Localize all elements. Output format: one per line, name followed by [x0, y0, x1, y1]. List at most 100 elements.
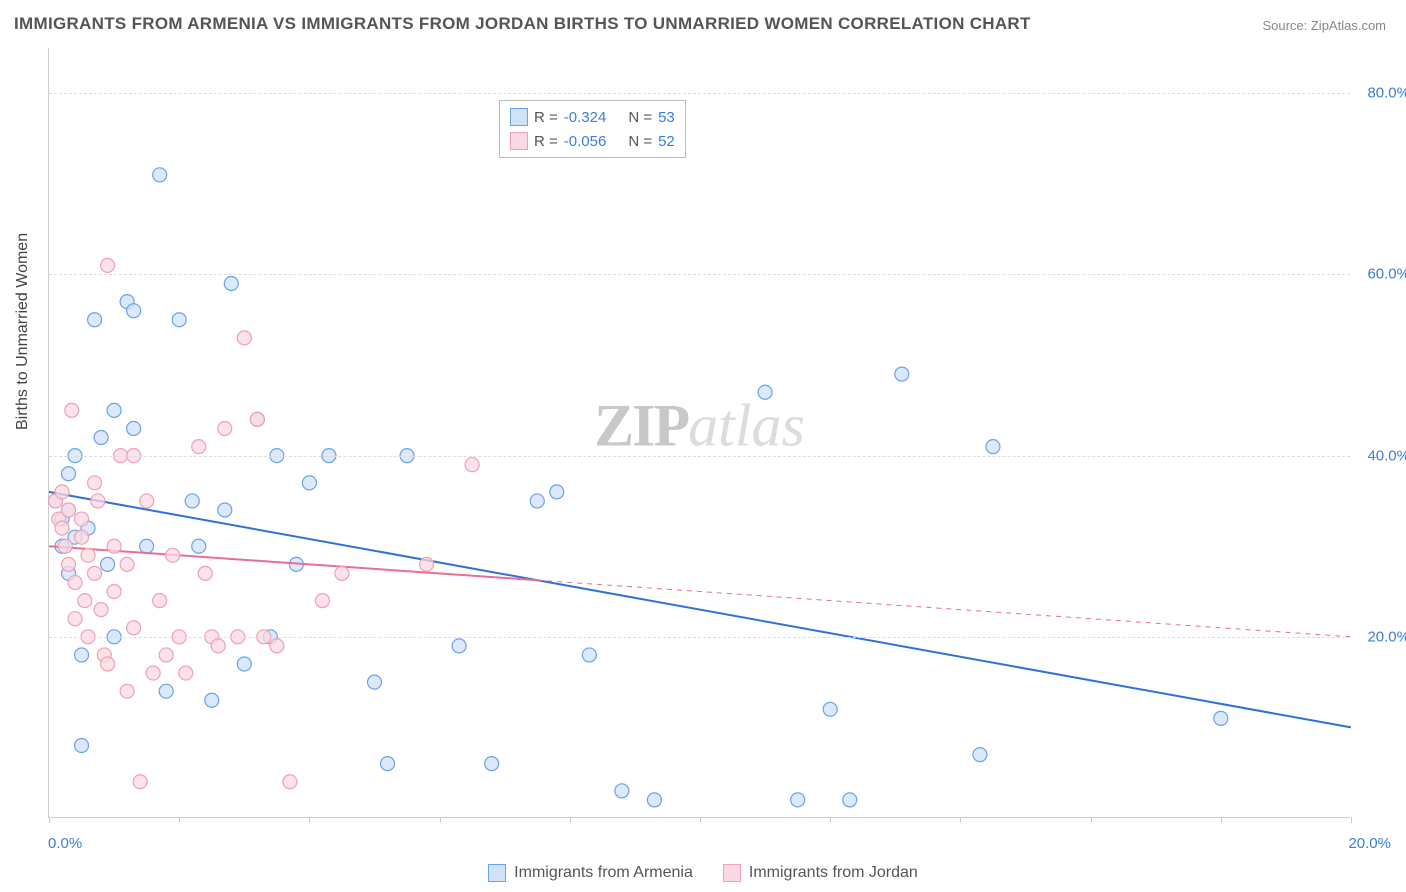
y-tick-label: 40.0% [1355, 447, 1406, 464]
data-point [205, 693, 219, 707]
data-point [159, 684, 173, 698]
data-point [465, 458, 479, 472]
data-point [192, 440, 206, 454]
data-point [68, 612, 82, 626]
chart-title: IMMIGRANTS FROM ARMENIA VS IMMIGRANTS FR… [14, 14, 1031, 34]
x-tick [570, 817, 571, 823]
data-point [1214, 711, 1228, 725]
data-point [485, 757, 499, 771]
data-point [101, 258, 115, 272]
correlation-legend: R = -0.324 N = 53 R = -0.056 N = 52 [499, 100, 686, 158]
data-point [153, 168, 167, 182]
data-point [986, 440, 1000, 454]
bottom-swatch-1 [723, 864, 741, 882]
data-point [62, 467, 76, 481]
legend-row-jordan: R = -0.056 N = 52 [510, 129, 675, 153]
data-point [127, 304, 141, 318]
data-point [107, 403, 121, 417]
data-point [185, 494, 199, 508]
data-point [146, 666, 160, 680]
data-point [647, 793, 661, 807]
data-point [62, 503, 76, 517]
data-point [75, 648, 89, 662]
data-point [250, 412, 264, 426]
legend-r-label: R = [534, 109, 558, 126]
grid-line [49, 637, 1350, 638]
data-point [166, 548, 180, 562]
data-point [452, 639, 466, 653]
data-point [133, 775, 147, 789]
x-tick [830, 817, 831, 823]
data-point [192, 539, 206, 553]
grid-line [49, 93, 1350, 94]
x-tick [1091, 817, 1092, 823]
data-point [68, 575, 82, 589]
data-point [172, 313, 186, 327]
legend-n-label: N = [628, 109, 652, 126]
swatch-jordan [510, 132, 528, 150]
scatter-svg [49, 48, 1350, 817]
data-point [127, 621, 141, 635]
x-tick [309, 817, 310, 823]
data-point [550, 485, 564, 499]
swatch-armenia [510, 108, 528, 126]
bottom-legend-label-0: Immigrants from Armenia [514, 864, 693, 882]
y-tick-label: 20.0% [1355, 628, 1406, 645]
bottom-legend-item-1: Immigrants from Jordan [723, 864, 918, 882]
legend-r-label-2: R = [534, 133, 558, 150]
data-point [75, 739, 89, 753]
data-point [218, 503, 232, 517]
grid-line [49, 456, 1350, 457]
x-tick-label-max: 20.0% [1348, 835, 1391, 852]
regression-line-dashed [537, 580, 1351, 637]
data-point [107, 585, 121, 599]
data-point [55, 521, 69, 535]
data-point [65, 403, 79, 417]
data-point [179, 666, 193, 680]
data-point [420, 557, 434, 571]
data-point [159, 648, 173, 662]
data-point [75, 512, 89, 526]
data-point [224, 277, 238, 291]
y-tick-label: 80.0% [1355, 85, 1406, 102]
data-point [791, 793, 805, 807]
data-point [381, 757, 395, 771]
data-point [55, 485, 69, 499]
data-point [75, 530, 89, 544]
x-tick [440, 817, 441, 823]
x-tick [49, 817, 50, 823]
data-point [335, 566, 349, 580]
legend-r-val-1: -0.056 [564, 133, 607, 150]
data-point [823, 702, 837, 716]
data-point [94, 431, 108, 445]
data-point [140, 539, 154, 553]
data-point [368, 675, 382, 689]
chart-plot-area: ZIPatlas R = -0.324 N = 53 R = -0.056 N … [48, 48, 1350, 818]
data-point [973, 748, 987, 762]
legend-row-armenia: R = -0.324 N = 53 [510, 105, 675, 129]
data-point [283, 775, 297, 789]
legend-n-label-2: N = [628, 133, 652, 150]
data-point [218, 421, 232, 435]
bottom-legend-label-1: Immigrants from Jordan [749, 864, 918, 882]
data-point [62, 557, 76, 571]
data-point [91, 494, 105, 508]
data-point [58, 539, 72, 553]
data-point [758, 385, 772, 399]
x-tick [960, 817, 961, 823]
legend-n-val-1: 52 [658, 133, 675, 150]
x-tick [1351, 817, 1352, 823]
data-point [530, 494, 544, 508]
data-point [582, 648, 596, 662]
x-tick [700, 817, 701, 823]
y-tick-label: 60.0% [1355, 266, 1406, 283]
data-point [107, 539, 121, 553]
data-point [843, 793, 857, 807]
data-point [94, 603, 108, 617]
bottom-legend-item-0: Immigrants from Armenia [488, 864, 693, 882]
data-point [101, 557, 115, 571]
data-point [315, 594, 329, 608]
bottom-swatch-0 [488, 864, 506, 882]
data-point [198, 566, 212, 580]
data-point [615, 784, 629, 798]
